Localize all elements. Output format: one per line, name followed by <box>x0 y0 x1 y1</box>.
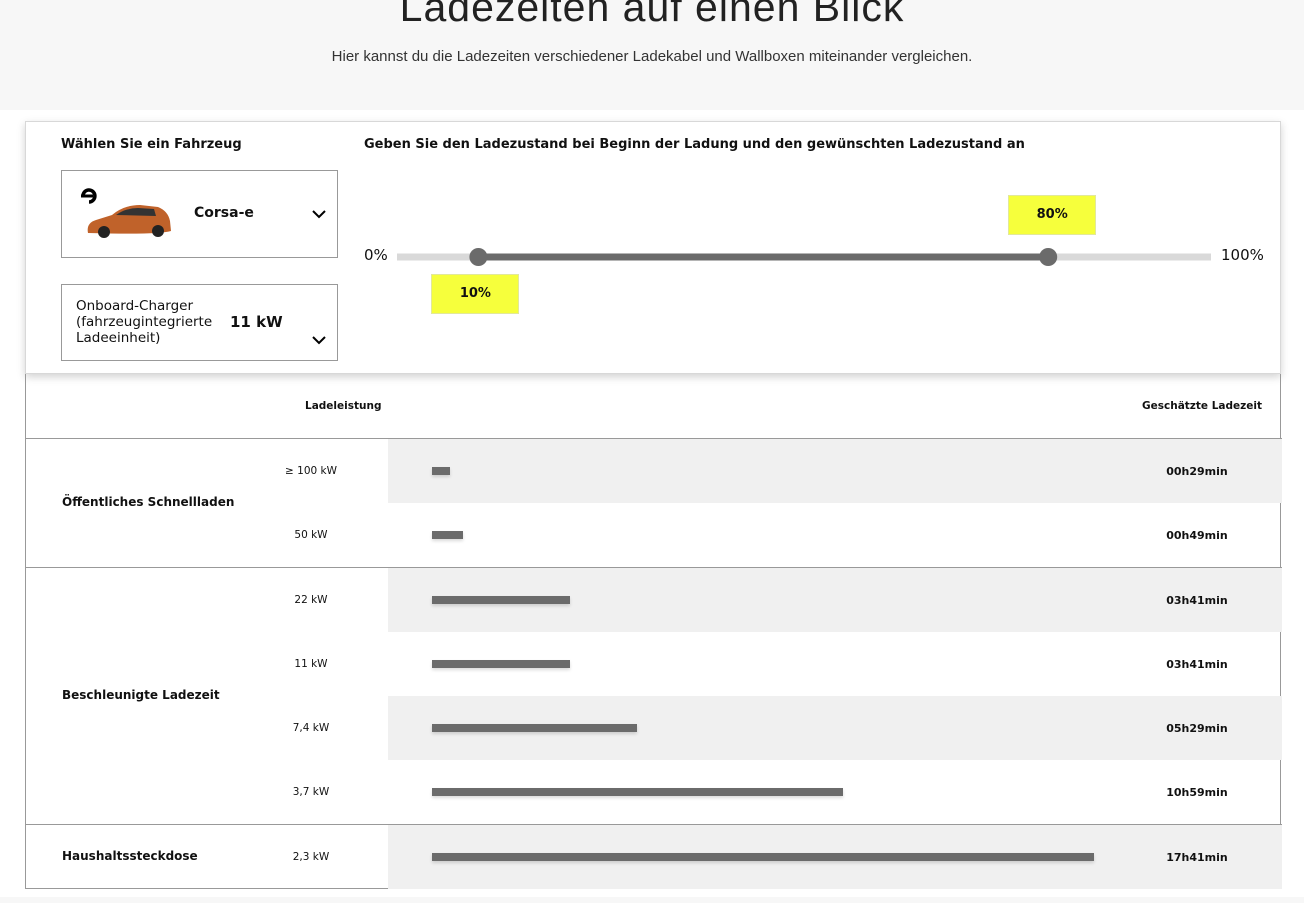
dropdown-arrow <box>312 336 326 345</box>
end-tooltip: 80% <box>1008 195 1097 235</box>
start-tooltip: 10% <box>431 274 520 314</box>
power-label: 7,4 kW <box>292 722 330 734</box>
dropdown-arrow <box>312 210 326 219</box>
power-label: 50 kW <box>294 529 328 541</box>
duration-label: 03h41min <box>1166 658 1228 671</box>
duration-label: 17h41min <box>1166 851 1228 864</box>
duration-bar <box>432 531 463 539</box>
duration-bar <box>432 788 844 796</box>
charger-name: Onboard-Charger (fahrzeugintegrierte Lad… <box>76 298 213 346</box>
car-image <box>81 188 171 238</box>
duration-bar <box>432 660 570 668</box>
time-header: Geschätzte Ladezeit <box>1142 400 1262 412</box>
group-label: Haushaltssteckdose <box>62 849 198 863</box>
page-title: Ladezeiten auf einen Blick <box>399 0 905 30</box>
power-label: 11 kW <box>294 658 328 670</box>
charger-power: 11 kW <box>230 313 283 331</box>
range-slider[interactable] <box>26 122 1282 375</box>
duration-label: 03h41min <box>1166 594 1228 607</box>
charging-table: Ladeleistung Geschätzte Ladezeit ≥ 100 k… <box>25 374 1282 889</box>
group-separator <box>26 567 1282 568</box>
duration-label: 00h29min <box>1166 465 1228 478</box>
vehicle-model: Corsa-e <box>194 205 254 221</box>
duration-bar <box>432 467 451 475</box>
group-separator <box>26 438 1282 439</box>
power-label: 3,7 kW <box>292 786 330 798</box>
slider-handle[interactable] <box>469 248 488 266</box>
power-label: 2,3 kW <box>292 851 330 863</box>
duration-label: 10h59min <box>1166 786 1228 799</box>
power-label: ≥ 100 kW <box>285 465 337 477</box>
vehicle-select[interactable]: Corsa-e <box>61 170 338 258</box>
slider-max-label: 100% <box>1221 246 1264 264</box>
group-separator <box>26 824 1282 825</box>
page-subtitle: Hier kannst du die Ladezeiten verschiede… <box>331 48 973 65</box>
selector-card: Wählen Sie ein Fahrzeug Corsa-e Onboard-… <box>25 121 1281 374</box>
duration-bar <box>432 853 1094 861</box>
duration-bar <box>432 596 570 604</box>
row-shade <box>388 439 1282 503</box>
group-label: Öffentliches Schnellladen <box>62 495 235 509</box>
header-band <box>0 0 1304 110</box>
power-label: 22 kW <box>294 594 328 606</box>
slider-min-label: 0% <box>364 246 388 264</box>
footer-band <box>0 897 1304 903</box>
slider-label: Geben Sie den Ladezustand bei Beginn der… <box>364 137 1025 152</box>
vehicle-label: Wählen Sie ein Fahrzeug <box>61 137 242 152</box>
duration-label: 00h49min <box>1166 529 1228 542</box>
charger-select[interactable]: Onboard-Charger (fahrzeugintegrierte Lad… <box>61 284 338 361</box>
group-label: Beschleunigte Ladezeit <box>62 688 220 702</box>
slider-handle[interactable] <box>1039 248 1058 266</box>
duration-label: 05h29min <box>1166 722 1228 735</box>
power-header: Ladeleistung <box>305 400 382 412</box>
duration-bar <box>432 724 638 732</box>
